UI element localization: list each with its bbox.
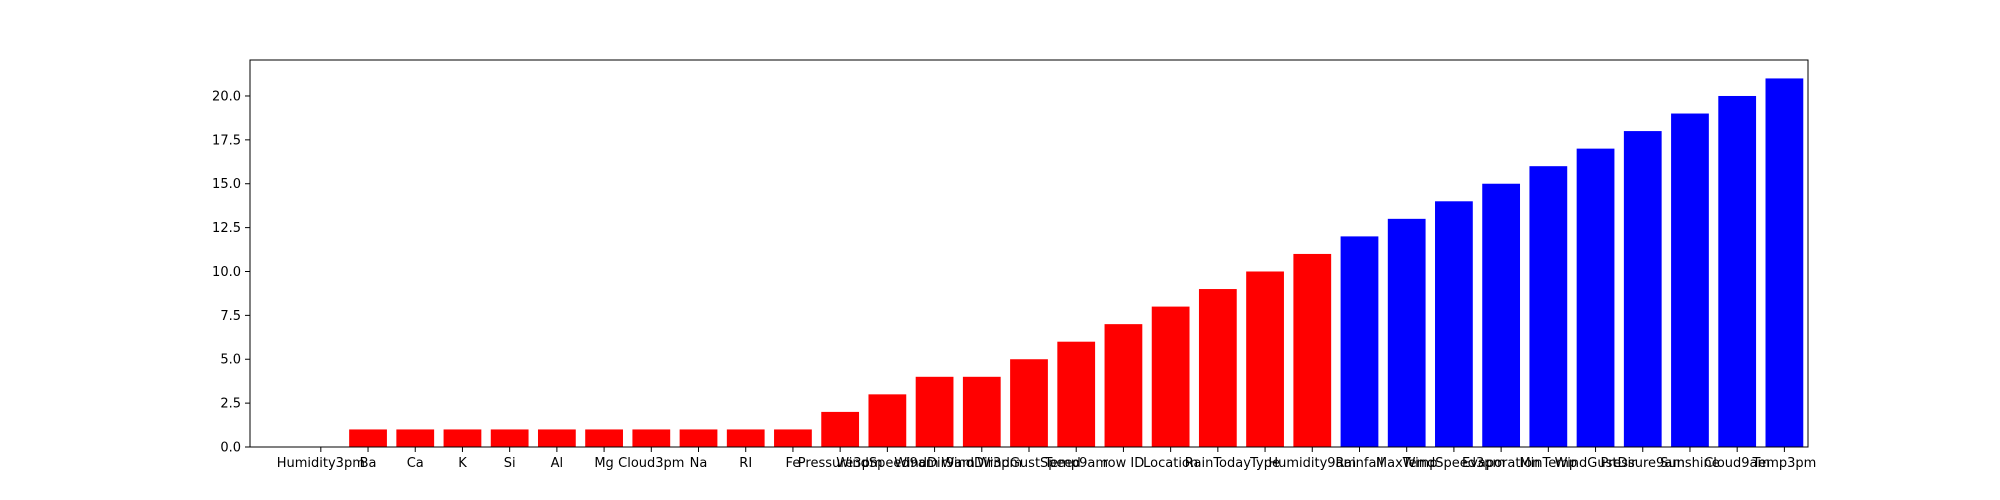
x-tick-label: Sunshine <box>1660 456 1720 471</box>
x-tick-label: Al <box>551 456 564 471</box>
bar <box>821 411 860 447</box>
x-tick-label: Fe <box>786 456 801 471</box>
x-tick-label: Type <box>1249 456 1280 471</box>
y-tick-label: 20.0 <box>212 89 241 104</box>
bar <box>868 394 907 447</box>
plot-frame <box>249 59 1809 448</box>
x-tick-label: MaxTemp <box>1376 456 1438 471</box>
bar <box>915 376 954 447</box>
bar <box>349 429 387 447</box>
x-tick-label: RainToday <box>1185 456 1251 471</box>
bar <box>1529 166 1568 447</box>
y-tick-label: 0.0 <box>220 441 241 456</box>
y-tick-label: 2.5 <box>220 397 241 412</box>
x-tick-label: K <box>458 456 467 471</box>
x-tick-label: WindGustDir <box>1555 456 1637 471</box>
x-tick-label: Temp3pm <box>1751 456 1816 471</box>
x-tick-label: Cloud3pm <box>618 456 684 471</box>
bar <box>679 429 718 447</box>
bar <box>396 429 435 447</box>
bar <box>1482 183 1521 448</box>
bar <box>1010 359 1048 447</box>
x-tick-label: MinTemp <box>1519 456 1577 471</box>
x-tick-label: WindSpeed3pm <box>1403 456 1506 471</box>
bar <box>1718 95 1757 447</box>
x-tick-label: RI <box>739 456 752 471</box>
x-tick-label: WindDir3pm <box>941 456 1022 471</box>
x-tick-label: WindGustSpeed <box>977 456 1081 471</box>
bar <box>632 429 671 447</box>
x-tick-label: Temp9am <box>1043 456 1108 471</box>
bar <box>962 376 1001 447</box>
bar <box>1765 78 1804 448</box>
bar <box>537 429 576 447</box>
bar <box>1151 306 1190 447</box>
x-tick-label: Mg <box>594 456 613 471</box>
bar <box>726 429 765 447</box>
bar <box>1104 324 1143 447</box>
y-tick-label: 17.5 <box>212 133 241 148</box>
x-tick-label: Pressure3pm <box>798 456 883 471</box>
y-axis: 0.0 2.5 5.0 7.5 10.0 12.5 15.0 17.5 20.0 <box>212 89 250 456</box>
bar <box>1671 113 1709 447</box>
x-tick-label: Na <box>690 456 708 471</box>
x-tick-label: Location <box>1143 456 1198 471</box>
y-tick-label: 10.0 <box>212 265 241 280</box>
bar <box>1057 341 1096 447</box>
bar <box>490 429 529 447</box>
bar <box>774 429 812 447</box>
x-tick-label: row ID <box>1103 456 1145 471</box>
x-tick-label: Si <box>504 456 516 471</box>
bar <box>1576 148 1615 447</box>
x-tick-label: WindDir9am <box>894 456 975 471</box>
bar <box>1435 201 1473 447</box>
bar <box>1340 236 1379 447</box>
x-tick-label: Rainfall <box>1335 456 1383 471</box>
y-tick-label: 12.5 <box>212 221 241 236</box>
y-tick-label: 15.0 <box>212 177 241 192</box>
y-tick-label: 5.0 <box>220 353 241 368</box>
x-tick-label: Pressure9am <box>1601 456 1685 471</box>
bar <box>1198 289 1237 447</box>
x-tick-label: Cloud9am <box>1704 456 1770 471</box>
x-tick-label: Evaporation <box>1462 456 1540 471</box>
x-tick-label: Humidity3pm <box>277 456 365 471</box>
bar <box>1387 218 1426 447</box>
y-tick-label: 7.5 <box>220 309 241 324</box>
bar <box>443 429 482 447</box>
bar <box>1293 253 1332 447</box>
bar <box>1623 131 1662 447</box>
x-tick-label: Ba <box>360 456 377 471</box>
bar <box>1246 271 1284 447</box>
x-tick-label: Humidity9am <box>1268 456 1356 471</box>
bars-layer <box>349 78 1804 448</box>
bar <box>585 429 623 447</box>
x-tick-label: Ca <box>407 456 424 471</box>
x-tick-label: WindSpeed9am <box>836 456 938 471</box>
